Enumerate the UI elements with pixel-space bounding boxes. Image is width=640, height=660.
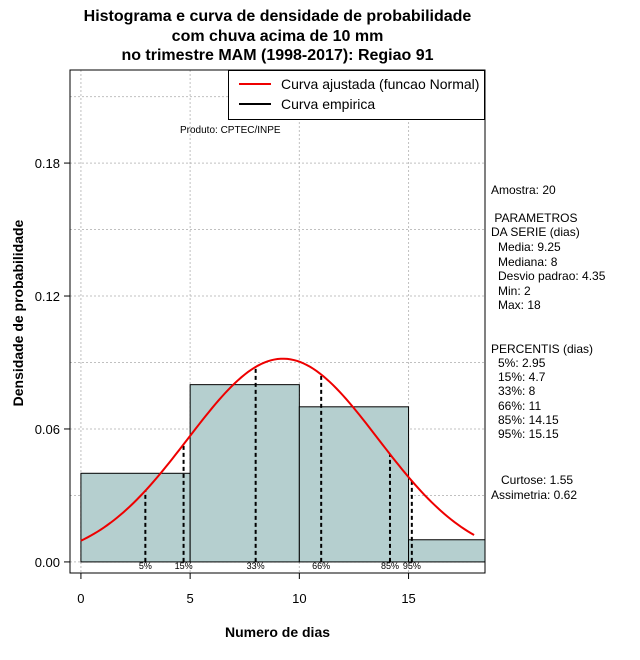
percentile-85: 85%: 14.15	[498, 413, 559, 427]
percentile-label-2: 33%	[247, 561, 265, 571]
x-axis-label: Numero de dias	[224, 624, 331, 640]
param-media: Media: 9.25	[498, 240, 561, 254]
legend-item-fitted: Curva ajustada (funcao Normal)	[239, 76, 479, 92]
param-min: Min: 2	[498, 284, 531, 298]
histogram-bar-1	[189, 384, 300, 563]
percentile-15: 15%: 4.7	[498, 370, 546, 384]
param-desvio: Desvio padrao: 4.35	[498, 269, 606, 283]
x-tick-label-2: 10	[292, 591, 306, 606]
percentile-33: 33%: 8	[498, 384, 536, 398]
param-mediana: Mediana: 8	[498, 255, 558, 269]
legend-label-fitted: Curva ajustada (funcao Normal)	[281, 76, 480, 92]
histogram-bar-0	[80, 472, 191, 563]
y-axis-label: Densidade de probabilidade	[10, 219, 26, 407]
percentile-label-5: 95%	[403, 561, 421, 571]
legend-swatch-red	[239, 83, 271, 85]
percentile-label-0: 5%	[139, 561, 152, 571]
x-tick-label-0: 0	[77, 591, 84, 606]
product-credit: Produto: CPTEC/INPE	[180, 125, 281, 136]
percentile-label-3: 66%	[312, 561, 330, 571]
params-title-2: DA SERIE (dias)	[491, 225, 580, 239]
legend: Curva ajustada (funcao Normal) Curva emp…	[228, 70, 485, 120]
chart-title-line-2: com chuva acima de 10 mm	[171, 28, 384, 45]
param-max: Max: 18	[498, 298, 541, 312]
params-title-1: PARAMETROS	[491, 211, 578, 225]
x-tick-label-1: 5	[187, 591, 194, 606]
stat-curtose: Curtose: 1.55	[501, 473, 574, 487]
y-tick-label-3: 0.18	[35, 156, 60, 171]
percentile-label-1: 15%	[175, 561, 193, 571]
stat-assimetria: Assimetria: 0.62	[491, 488, 578, 502]
chart-title-line-1: Histograma e curva de densidade de proba…	[83, 8, 472, 25]
x-tick-label-3: 15	[401, 591, 415, 606]
y-tick-label-2: 0.12	[35, 289, 60, 304]
y-tick-label-1: 0.06	[35, 422, 60, 437]
legend-item-empirical: Curva empirica	[239, 96, 375, 112]
normal-fit-curve	[80, 357, 475, 542]
percentile-label-4: 85%	[381, 561, 399, 571]
y-tick-label-0: 0.00	[35, 555, 60, 570]
chart-title-line-3: no trimestre MAM (1998-2017): Regiao 91	[121, 47, 434, 64]
percentile-66: 66%: 11	[498, 399, 542, 413]
histogram-bar-2	[298, 406, 410, 563]
legend-label-empirical: Curva empirica	[281, 96, 376, 112]
percentile-5: 5%: 2.95	[498, 356, 546, 370]
sample-size: Amostra: 20	[491, 183, 556, 197]
legend-swatch-black	[239, 103, 271, 105]
percentile-95: 95%: 15.15	[498, 427, 559, 441]
percentis-title: PERCENTIS (dias)	[491, 342, 594, 356]
histogram-bar-3	[408, 539, 486, 563]
